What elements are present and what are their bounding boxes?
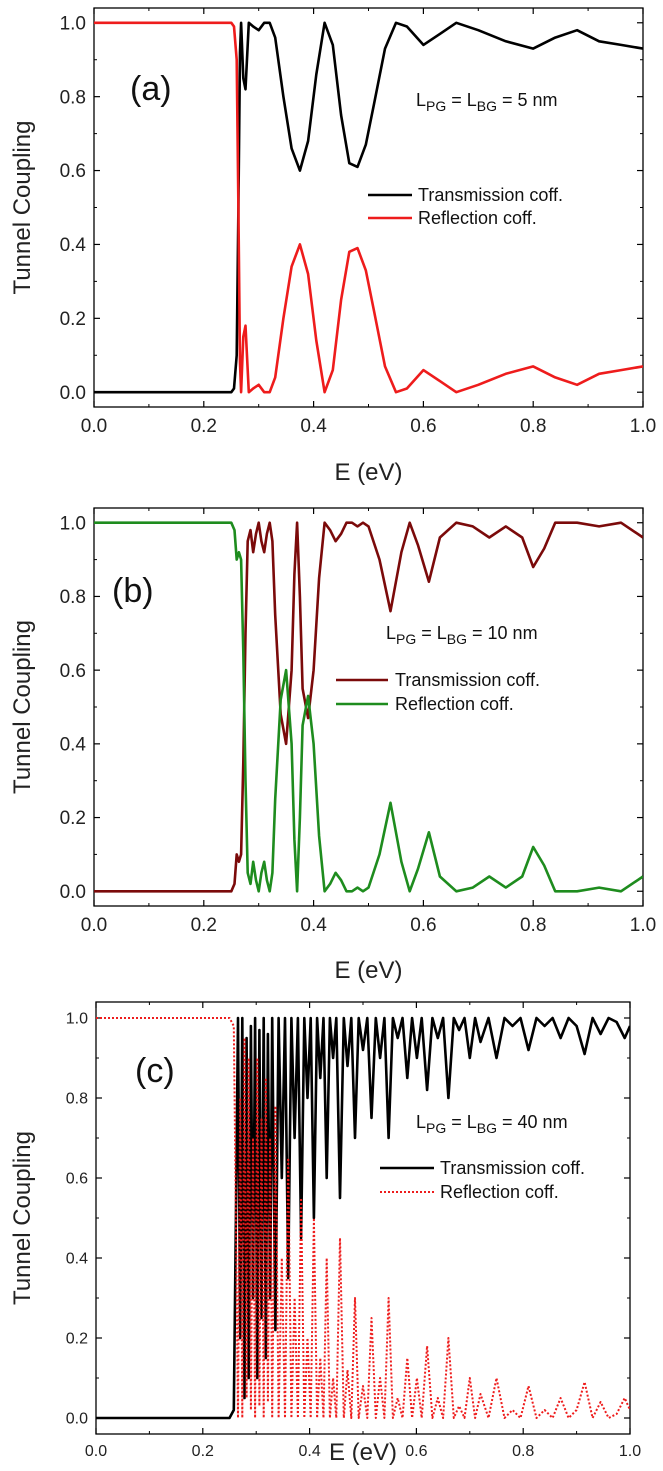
plot-frame bbox=[93, 507, 644, 907]
chart-panel-3: 0.0 0.2 0.4 0.6 0.8 1.0 0.0 0.2 0.4 0.6 0.8 1.0 E (e… bbox=[9, 1001, 641, 1466]
parameter-annotation: LPG = LBG = 10 nm bbox=[386, 623, 538, 647]
y-tick-label: 0.4 bbox=[66, 1251, 88, 1268]
legend-label-reflection: Reflection coff. bbox=[395, 694, 514, 714]
y-tick-label: 0.6 bbox=[60, 661, 86, 682]
y-tick-label: 1.0 bbox=[66, 1011, 88, 1028]
parameter-annotation: LPG = LBG = 40 nm bbox=[416, 1112, 568, 1136]
panel-label: (c) bbox=[135, 1052, 175, 1090]
x-tick-label: 0.8 bbox=[520, 915, 546, 936]
x-tick-label: 0.6 bbox=[405, 1443, 427, 1460]
panel-label: (b) bbox=[112, 572, 154, 610]
x-tick-label: 0.4 bbox=[300, 416, 327, 437]
y-tick-label: 0.4 bbox=[60, 735, 87, 756]
y-tick-label: 0.0 bbox=[60, 383, 86, 404]
y-tick-label: 0.2 bbox=[66, 1331, 88, 1348]
series-line-reflection bbox=[96, 1017, 630, 1419]
chart-panel-2: 0.0 0.2 0.4 0.6 0.8 1.0 0.0 0.2 0.4 0.6 0.8 1.0 E (e… bbox=[9, 507, 656, 984]
y-axis-label: Tunnel Coupling bbox=[9, 620, 36, 794]
y-tick-label: 0.8 bbox=[60, 87, 86, 108]
y-tick-label: 0.6 bbox=[66, 1171, 88, 1188]
series-line-reflection bbox=[94, 521, 643, 893]
series-line-reflection bbox=[94, 21, 643, 394]
y-axis-label: Tunnel Coupling bbox=[9, 1131, 36, 1305]
x-tick-label: 0.6 bbox=[410, 915, 436, 936]
x-tick-label: 1.0 bbox=[630, 416, 656, 437]
y-axis-label: Tunnel Coupling bbox=[9, 121, 36, 295]
plot-frame bbox=[95, 1001, 631, 1435]
y-tick-label: 0.2 bbox=[60, 309, 86, 330]
series-line-transmission bbox=[96, 1016, 630, 1420]
x-tick-label: 0.2 bbox=[192, 1443, 214, 1460]
panel-label: (a) bbox=[130, 70, 172, 108]
chart-panel-1: 0.0 0.2 0.4 0.6 0.8 1.0 0.0 0.2 0.4 0.6 0.8 1.0 E (e… bbox=[9, 7, 656, 486]
y-tick-label: 0.2 bbox=[60, 808, 86, 829]
legend-label-reflection: Reflection coff. bbox=[418, 208, 537, 228]
x-tick-label: 0.8 bbox=[520, 416, 546, 437]
y-tick-label: 0.6 bbox=[60, 161, 86, 182]
x-tick-label: 0.2 bbox=[191, 416, 217, 437]
legend-label-reflection: Reflection coff. bbox=[440, 1182, 559, 1202]
parameter-annotation: LPG = LBG = 5 nm bbox=[416, 90, 558, 114]
x-axis-label: E (eV) bbox=[334, 459, 402, 486]
y-tick-label: 0.8 bbox=[66, 1091, 88, 1108]
x-tick-label: 0.8 bbox=[512, 1443, 534, 1460]
x-tick-label: 1.0 bbox=[619, 1443, 641, 1460]
y-tick-label: 1.0 bbox=[60, 13, 86, 34]
x-tick-label: 0.0 bbox=[81, 416, 107, 437]
plot-frame bbox=[93, 7, 644, 408]
x-tick-label: 1.0 bbox=[630, 915, 656, 936]
y-tick-label: 0.8 bbox=[60, 587, 86, 608]
legend-label-transmission: Transmission coff. bbox=[418, 185, 563, 205]
legend-label-transmission: Transmission coff. bbox=[440, 1158, 585, 1178]
x-tick-label: 0.6 bbox=[410, 416, 436, 437]
x-tick-label: 0.2 bbox=[191, 915, 217, 936]
y-tick-label: 0.0 bbox=[66, 1411, 88, 1428]
legend-label-transmission: Transmission coff. bbox=[395, 670, 540, 690]
y-tick-label: 0.0 bbox=[60, 882, 86, 903]
series-line-transmission bbox=[94, 521, 643, 893]
x-tick-label: 0.4 bbox=[300, 915, 327, 936]
x-axis-label: E (eV) bbox=[334, 957, 402, 984]
x-tick-label: 0.0 bbox=[81, 915, 107, 936]
x-tick-label: 0.0 bbox=[85, 1443, 107, 1460]
y-tick-label: 0.4 bbox=[60, 235, 87, 256]
x-axis-label: E (eV) bbox=[329, 1439, 397, 1466]
x-tick-label: 0.4 bbox=[298, 1443, 320, 1460]
y-tick-label: 1.0 bbox=[60, 513, 86, 534]
series-line-transmission bbox=[94, 21, 643, 394]
